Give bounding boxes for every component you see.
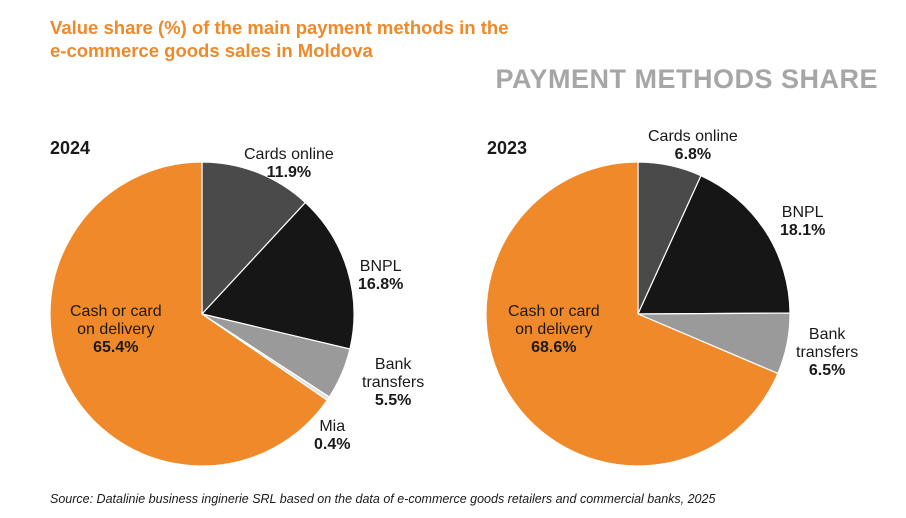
- section-title: PAYMENT METHODS SHARE: [495, 64, 878, 94]
- label-name: BNPL: [781, 204, 824, 221]
- pie-2024-label-bank-transfers: Bank transfers 5.5%: [362, 356, 424, 410]
- source-note: Source: Datalinie business inginerie SRL…: [50, 492, 716, 506]
- label-value: 16.8%: [358, 276, 404, 293]
- pie-slice-cash-or-card-on-delivery: [49, 161, 329, 467]
- label-name: Cash or card: [70, 303, 162, 320]
- pie-2023-label-cards-online: Cards online 6.8%: [648, 128, 738, 164]
- pie-slice-bnpl: [200, 201, 355, 350]
- label-value: 18.1%: [780, 222, 826, 239]
- pie-2024: [49, 161, 355, 467]
- pie-2023-label-bnpl: BNPL 18.1%: [780, 204, 825, 240]
- pie-2023-label-cash-on-delivery: Cash or card on delivery 68.6%: [508, 303, 600, 357]
- pie-slice-bnpl: [637, 174, 791, 315]
- label-name-2: transfers: [362, 374, 425, 391]
- pie-slice-cards-online: [201, 161, 307, 316]
- pie-2024-label-cash-on-delivery: Cash or card on delivery 65.4%: [70, 303, 162, 357]
- label-name-2: on delivery: [515, 321, 593, 338]
- label-value: 68.6%: [531, 339, 577, 356]
- label-value: 65.4%: [93, 339, 139, 356]
- chart-title: Value share (%) of the main payment meth…: [50, 16, 610, 62]
- label-value: 0.4%: [314, 436, 351, 453]
- pie-2024-year: 2024: [50, 138, 91, 158]
- label-name: Cards online: [648, 128, 738, 145]
- label-name: Bank: [374, 356, 412, 373]
- label-value: 5.5%: [374, 392, 412, 409]
- label-name: Mia: [319, 418, 346, 435]
- pie-2023-year: 2023: [487, 138, 528, 158]
- label-value: 11.9%: [266, 164, 312, 181]
- label-name: Cash or card: [508, 303, 600, 320]
- pie-2023: [485, 161, 791, 467]
- label-name: Bank: [808, 326, 846, 343]
- label-name-2: on delivery: [77, 321, 155, 338]
- label-name: BNPL: [359, 258, 402, 275]
- pie-2024-label-cards-online: Cards online 11.9%: [244, 146, 334, 182]
- label-value: 6.8%: [674, 146, 712, 163]
- label-name: Cards online: [244, 146, 334, 163]
- pie-2024-label-mia: Mia 0.4%: [314, 418, 350, 454]
- chart-title-line-2: e-commerce goods sales in Moldova: [50, 40, 373, 61]
- label-name-2: transfers: [796, 344, 859, 361]
- pie-slice-cash-or-card-on-delivery: [485, 161, 779, 467]
- pie-2024-label-bnpl: BNPL 16.8%: [358, 258, 403, 294]
- pie-2023-label-bank-transfers: Bank transfers 6.5%: [796, 326, 858, 380]
- label-value: 6.5%: [808, 362, 846, 379]
- chart-title-line-1: Value share (%) of the main payment meth…: [50, 17, 509, 38]
